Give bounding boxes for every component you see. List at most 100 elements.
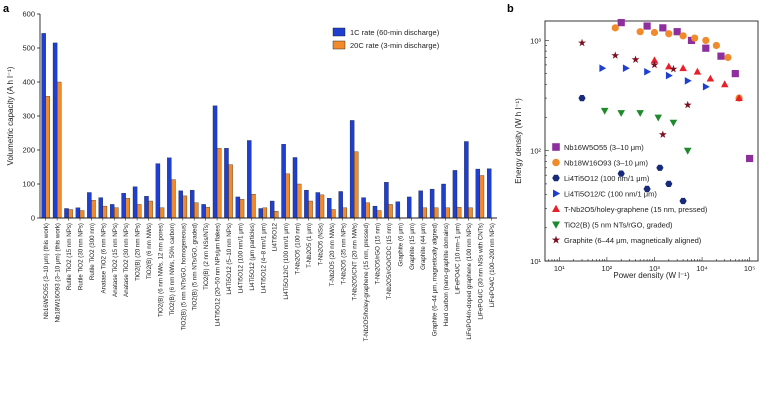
bar-1c bbox=[167, 157, 172, 219]
x-category-label: Rutile TiO2 (300 nm) bbox=[89, 223, 96, 280]
x-category-label: T-Nb2O5 (35 nm NPs) bbox=[340, 223, 347, 285]
bar-1c bbox=[475, 168, 481, 219]
x-category-label: Rutile TiO2 (30 nm NPs) bbox=[77, 223, 84, 290]
data-point bbox=[658, 130, 667, 138]
x-category-label: TiO2(B) (2 nm NSs/NTs) bbox=[203, 223, 210, 290]
legend-marker-2 bbox=[552, 174, 560, 182]
bar-1c bbox=[178, 190, 183, 219]
y-tick-label: 400 bbox=[22, 78, 35, 87]
y-tick-label: 10³ bbox=[530, 36, 541, 45]
x-category-label: T-Nb2O5/holey-graphene (15 nm, pressed) bbox=[363, 223, 370, 341]
data-point bbox=[650, 60, 659, 69]
legend-marker-3 bbox=[553, 189, 561, 198]
bar-1c bbox=[121, 193, 126, 219]
data-point bbox=[622, 64, 630, 72]
bar-1c bbox=[212, 105, 218, 219]
bar-1c bbox=[201, 204, 206, 219]
bar-20c bbox=[171, 179, 176, 219]
data-point bbox=[654, 114, 662, 122]
bar-20c bbox=[376, 210, 382, 219]
data-point bbox=[656, 164, 664, 171]
data-point bbox=[735, 94, 743, 101]
x-category-label: Li4Ti5O12 (100 nm/1 μm) bbox=[237, 223, 244, 293]
bar-20c bbox=[434, 207, 439, 219]
data-point bbox=[643, 22, 651, 30]
x-category-label: TiO2(B) (6 nm NWs) bbox=[146, 223, 153, 279]
bar-20c bbox=[228, 164, 233, 219]
legend-label: Graphite (6–44 μm, magnetically aligned) bbox=[564, 236, 702, 245]
legend-label: Nb18W16O93 (3–10 μm) bbox=[564, 159, 648, 168]
bar-1c bbox=[292, 157, 298, 219]
bar-20c bbox=[56, 81, 62, 219]
x-tick-label: 10¹ bbox=[554, 264, 565, 273]
x-category-label: Li4Ti5O12 (μm particles) bbox=[249, 223, 256, 291]
bar-1c bbox=[327, 198, 332, 219]
x-category-label: Graphite (6 μm) bbox=[397, 223, 404, 266]
data-point bbox=[617, 170, 625, 177]
bar-1c bbox=[452, 170, 458, 219]
bar-20c bbox=[239, 199, 245, 219]
data-point bbox=[702, 44, 710, 52]
x-category-label: Nb16W5O55 (3–10 μm) (this work) bbox=[43, 223, 50, 319]
legend-label: TiO2(B) (5 nm NTs/rGO, graded) bbox=[564, 221, 673, 230]
x-category-label: LiFePO4/C (100–200 nm NPs) bbox=[489, 223, 496, 307]
x-category-label: LiFePO4/C (30 nm NSs with CNTs) bbox=[477, 223, 484, 320]
x-category-label: TiO2(B) (5 nm NTs/GO, homogeneous) bbox=[180, 223, 187, 330]
plot-frame bbox=[544, 20, 759, 262]
data-point bbox=[665, 30, 673, 38]
bar-20c bbox=[456, 206, 462, 219]
bar-20c bbox=[194, 202, 199, 219]
bar-1c bbox=[64, 208, 69, 219]
bar-20c bbox=[331, 209, 336, 219]
bar-1c bbox=[338, 191, 343, 219]
x-category-label: TiO2(B) (5 nm NTs/GO, graded) bbox=[192, 223, 199, 310]
data-point bbox=[669, 64, 678, 73]
bar-1c bbox=[487, 168, 492, 219]
data-point bbox=[636, 28, 644, 36]
bar-1c bbox=[304, 189, 309, 219]
data-point bbox=[684, 77, 692, 85]
panel-label: b bbox=[507, 3, 514, 15]
bar-1c bbox=[269, 200, 275, 219]
bar-1c bbox=[155, 163, 161, 219]
bar-1c bbox=[395, 201, 401, 219]
bar-20c bbox=[216, 148, 222, 219]
bar-1c bbox=[361, 197, 366, 219]
data-point bbox=[717, 52, 725, 60]
x-category-label: Graphite (44 μm) bbox=[420, 223, 427, 270]
bar-20c bbox=[308, 200, 313, 219]
data-point bbox=[702, 83, 710, 91]
bar-1c bbox=[418, 190, 423, 219]
x-tick-label: 10⁵ bbox=[744, 264, 755, 273]
x-category-label: Li4Ti5O12 (20–50 nm NPs/μm flakes) bbox=[215, 223, 222, 326]
x-category-label: TiO2(B) (6 nm NWs, 12 nm pores) bbox=[157, 223, 164, 317]
data-point bbox=[578, 38, 586, 47]
bar-20c bbox=[68, 209, 73, 219]
data-point bbox=[691, 34, 699, 42]
legend-label: T-Nb2O5/holey-graphene (15 nm, pressed) bbox=[564, 205, 708, 214]
data-point bbox=[679, 64, 687, 72]
x-category-label: T-Nb2O5/CNT (20 nm NWs) bbox=[352, 223, 359, 301]
legend-swatch-0 bbox=[332, 27, 346, 37]
y-axis-label: Energy density (W h l⁻¹) bbox=[514, 98, 523, 184]
bar-1c bbox=[372, 205, 378, 219]
bar-1c bbox=[144, 196, 149, 219]
y-tick-label: 10¹ bbox=[530, 257, 541, 266]
legend-marker-5 bbox=[552, 221, 560, 229]
bar-1c bbox=[407, 196, 412, 219]
legend-label: 20C rate (3-min discharge) bbox=[350, 41, 440, 50]
bar-20c bbox=[102, 205, 108, 219]
x-category-label: Nb18W16O93 (3–10 μm) (this work) bbox=[55, 223, 62, 323]
x-category-label: T-Nb2O5 (100 nm) bbox=[295, 223, 302, 275]
y-tick-label: 10² bbox=[530, 147, 541, 156]
x-category-label: T-Nb2O5 (1 μm) bbox=[306, 223, 313, 268]
bar-1c bbox=[315, 192, 321, 219]
legend-label: 1C rate (60-min discharge) bbox=[350, 28, 440, 37]
x-category-label: Graphite (15 μm) bbox=[409, 223, 416, 270]
bar-20c bbox=[445, 207, 450, 219]
bar-20c bbox=[468, 207, 473, 219]
data-point bbox=[746, 154, 754, 163]
y-tick-label: 600 bbox=[22, 10, 35, 19]
x-category-label: Graphite (6–44 μm, magnetically aligned) bbox=[432, 223, 439, 336]
bar-20c bbox=[365, 202, 370, 219]
